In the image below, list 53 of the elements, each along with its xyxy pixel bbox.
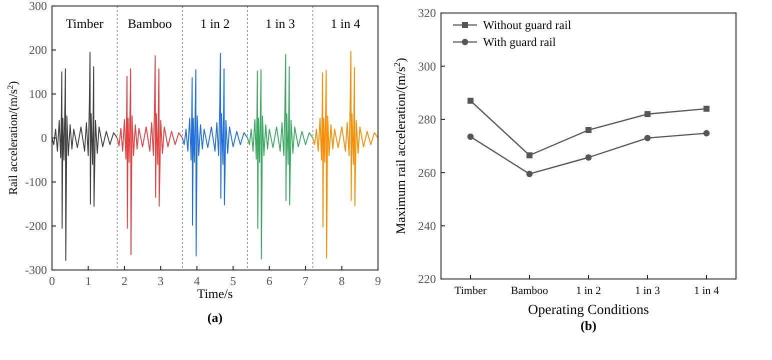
x-tick-label: Bamboo: [510, 285, 549, 297]
x-axis-title: Time/s: [197, 286, 233, 301]
series-label: Timber: [66, 16, 104, 31]
x-tick-label: 5: [230, 274, 236, 288]
text: (b): [580, 318, 596, 333]
y-tick-label: 300: [29, 0, 47, 14]
text: (a): [207, 310, 223, 325]
y-tick-label: -300: [25, 263, 47, 278]
y-tick-label: 100: [29, 87, 47, 102]
y-tick-label: -200: [25, 219, 47, 234]
point: [644, 111, 650, 118]
point: [526, 152, 532, 158]
line-series: [116, 55, 183, 256]
line-series: [312, 50, 378, 259]
y-tick-label: 200: [29, 43, 47, 58]
x-axis-title: Operating Conditions: [528, 303, 649, 318]
x-tick-label: 7: [302, 274, 309, 288]
x-tick-label: 8: [338, 274, 345, 288]
x-tick-label: Timber: [454, 285, 487, 297]
legend-label: With guard rail: [483, 35, 556, 50]
y-tick-label: 0: [41, 131, 47, 146]
legend-label: Without guard rail: [483, 18, 572, 32]
point: [526, 170, 533, 178]
series-label: 1 in 3: [265, 16, 296, 31]
line-series: [247, 54, 314, 260]
y-tick-label: 300: [418, 59, 436, 74]
point: [704, 106, 710, 112]
x-tick-label: 4: [194, 274, 200, 288]
x-tick-label: 1: [85, 274, 92, 288]
x-tick-label: 9: [375, 274, 381, 288]
x-tick-label: 3: [158, 274, 164, 288]
x-tick-label: 6: [266, 274, 272, 288]
point: [703, 130, 710, 136]
point: [586, 127, 592, 134]
point: [644, 134, 651, 142]
series-label: 1 in 4: [330, 16, 361, 31]
series-label: 1 in 2: [200, 16, 230, 31]
y-tick-label: 280: [418, 112, 436, 127]
line-series: [182, 53, 248, 256]
point: [468, 98, 474, 104]
y-tick-label: 220: [418, 272, 436, 286]
point: [585, 154, 592, 161]
y-tick-label: 260: [418, 166, 436, 180]
y-tick-label: 240: [418, 219, 436, 233]
y-tick-label: 320: [418, 6, 436, 20]
point: [467, 133, 474, 140]
line-series: [52, 52, 118, 261]
x-tick-label: 1 in 4: [694, 285, 720, 297]
x-tick-label: 1 in 3: [634, 285, 661, 297]
x-tick-label: 2: [121, 274, 128, 288]
y-tick-label: -100: [25, 175, 47, 190]
x-tick-label: 1 in 2: [576, 285, 602, 297]
text: Bamboo: [128, 16, 172, 31]
